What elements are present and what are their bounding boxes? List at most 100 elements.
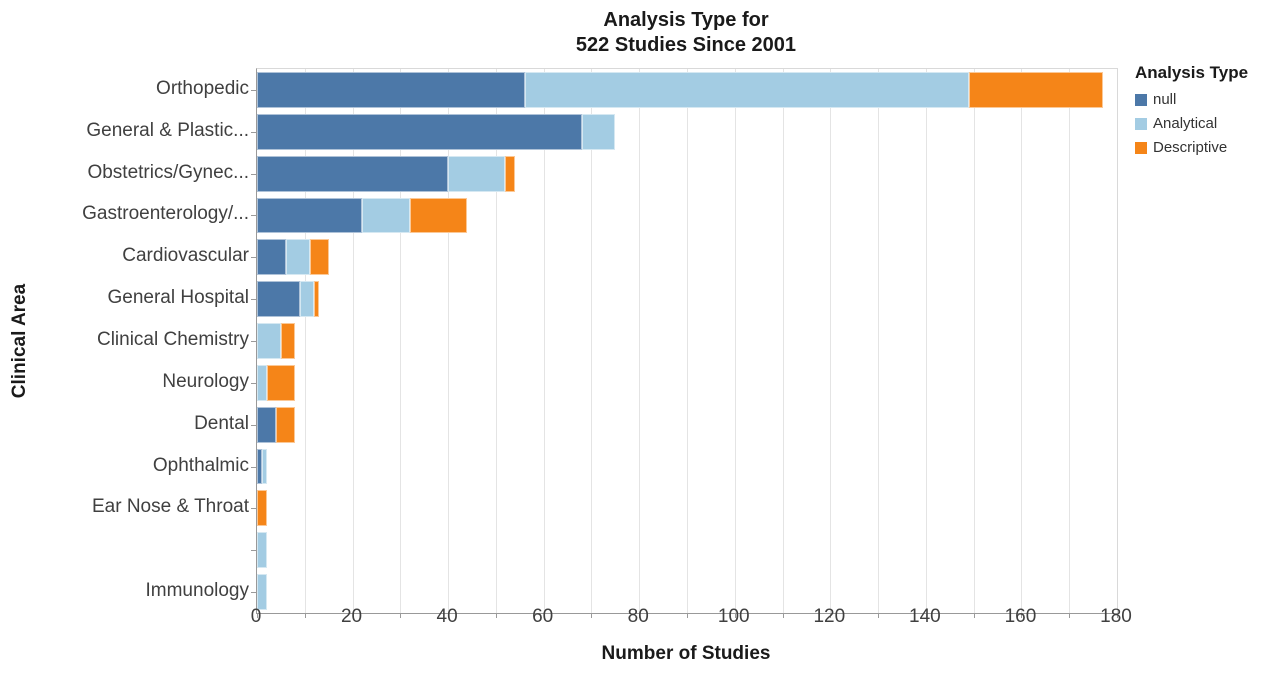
x-tick-label: 0 [250,606,262,627]
bar-segment-Analytical[interactable] [448,155,506,192]
x-axis-tick [591,613,593,618]
y-category-label: Cardiovascular [122,245,249,267]
bar-segment-Descriptive[interactable] [409,197,468,234]
bar-segment-Descriptive[interactable] [314,281,320,318]
y-axis-tick [251,466,256,468]
bar-segment-null[interactable] [257,155,449,192]
bar-segment-null[interactable] [257,72,525,108]
x-axis-tick [1021,613,1023,618]
legend-item-null[interactable]: null [1135,91,1248,108]
bar-segment-null[interactable] [257,448,262,485]
gridline [830,69,832,613]
gridline [1021,69,1023,613]
x-axis-tick [495,613,497,618]
y-category-label: General Hospital [107,287,249,309]
bar-segment-null[interactable] [257,197,363,234]
y-axis-tick [251,173,256,175]
x-axis-tick [1069,613,1071,618]
y-axis-tick [251,508,256,510]
x-tick-label: 80 [627,606,649,627]
x-axis-tick [448,613,450,618]
bar-segment-Descriptive[interactable] [505,155,515,192]
gridline [734,69,736,613]
gridline [878,69,880,613]
bar-row [257,362,1117,404]
x-axis-tick [734,613,736,618]
bar-segment-null[interactable] [257,113,582,150]
gridline [495,69,497,613]
y-category-label: Ophthalmic [152,454,249,476]
gridline [925,69,927,613]
x-axis-tick [257,613,258,618]
legend-swatch-icon [1135,93,1147,106]
bar-row [257,487,1117,529]
y-axis-tick [251,299,256,301]
bar-segment-Analytical[interactable] [581,113,616,150]
x-axis-tick [543,613,545,618]
y-axis-tick [251,382,256,384]
bar-segment-Descriptive[interactable] [309,239,329,276]
gridline [591,69,593,613]
x-axis-tick [830,613,832,618]
bar-row [257,278,1117,320]
x-axis-tick [782,613,784,618]
legend-item-Analytical[interactable]: Analytical [1135,115,1248,132]
plot-area [251,68,1118,618]
bar-row [257,236,1117,278]
bar-segment-null[interactable] [257,406,277,443]
gridline [352,69,354,613]
bar-segment-null[interactable] [257,239,286,276]
bar-segment-Descriptive[interactable] [276,406,296,443]
bar-segment-Descriptive[interactable] [968,72,1103,108]
y-category-label: Clinical Chemistry [96,329,249,350]
legend-item-label: null [1153,91,1177,108]
bar-segment-Descriptive[interactable] [280,323,296,359]
y-axis-tick [251,341,256,342]
bar-row [257,69,1117,111]
gridline [687,69,688,613]
y-category-label: Immunology [145,580,250,602]
legend: Analysis Type null Analytical Descriptive [1135,63,1248,163]
x-tick-label: 160 [1004,606,1037,627]
y-axis-tick [251,89,256,91]
x-tick-label: 20 [340,606,363,627]
bar-segment-Analytical[interactable] [257,364,267,401]
bar-row [257,195,1117,237]
gridline [782,69,784,613]
bar-row [257,571,1117,613]
bar-segment-Descriptive[interactable] [257,490,267,527]
bar-segment-Analytical[interactable] [300,281,315,318]
y-category-label: Neurology [162,370,249,392]
bar-segment-Analytical[interactable] [257,532,267,569]
bar-segment-Analytical[interactable] [362,197,410,234]
x-tick-label: 180 [1100,606,1132,627]
legend-swatch-icon [1135,117,1147,130]
bar-row [257,153,1117,195]
bar-segment-Descriptive[interactable] [266,364,296,401]
bar-segment-Analytical[interactable] [261,448,267,485]
x-tick-label: 100 [717,606,750,627]
bar-segment-Analytical[interactable] [524,72,969,108]
y-category-label: Obstetrics/Gynec... [87,161,249,183]
bar-row [257,446,1117,488]
gridline [973,69,975,613]
bar-segment-Analytical[interactable] [257,323,281,359]
y-category-label: Dental [194,412,249,434]
bar-row [257,320,1117,362]
bar-segment-Analytical[interactable] [285,239,310,276]
y-axis-tick [251,592,256,594]
gridline [543,69,545,613]
legend-item-Descriptive[interactable]: Descriptive [1135,139,1248,156]
x-tick-label: 60 [532,606,554,627]
bar-segment-Analytical[interactable] [257,574,267,610]
x-axis-tick [400,613,402,618]
x-axis-tick [304,613,306,618]
bar-row [257,404,1117,446]
gridline [448,69,450,613]
chart-title-line1: Analysis Type for [603,9,769,31]
gridline [304,69,306,613]
bar-segment-null[interactable] [257,281,300,318]
gridline [1069,69,1071,613]
legend-item-label: Analytical [1153,115,1218,132]
legend-item-label: Descriptive [1153,139,1228,156]
